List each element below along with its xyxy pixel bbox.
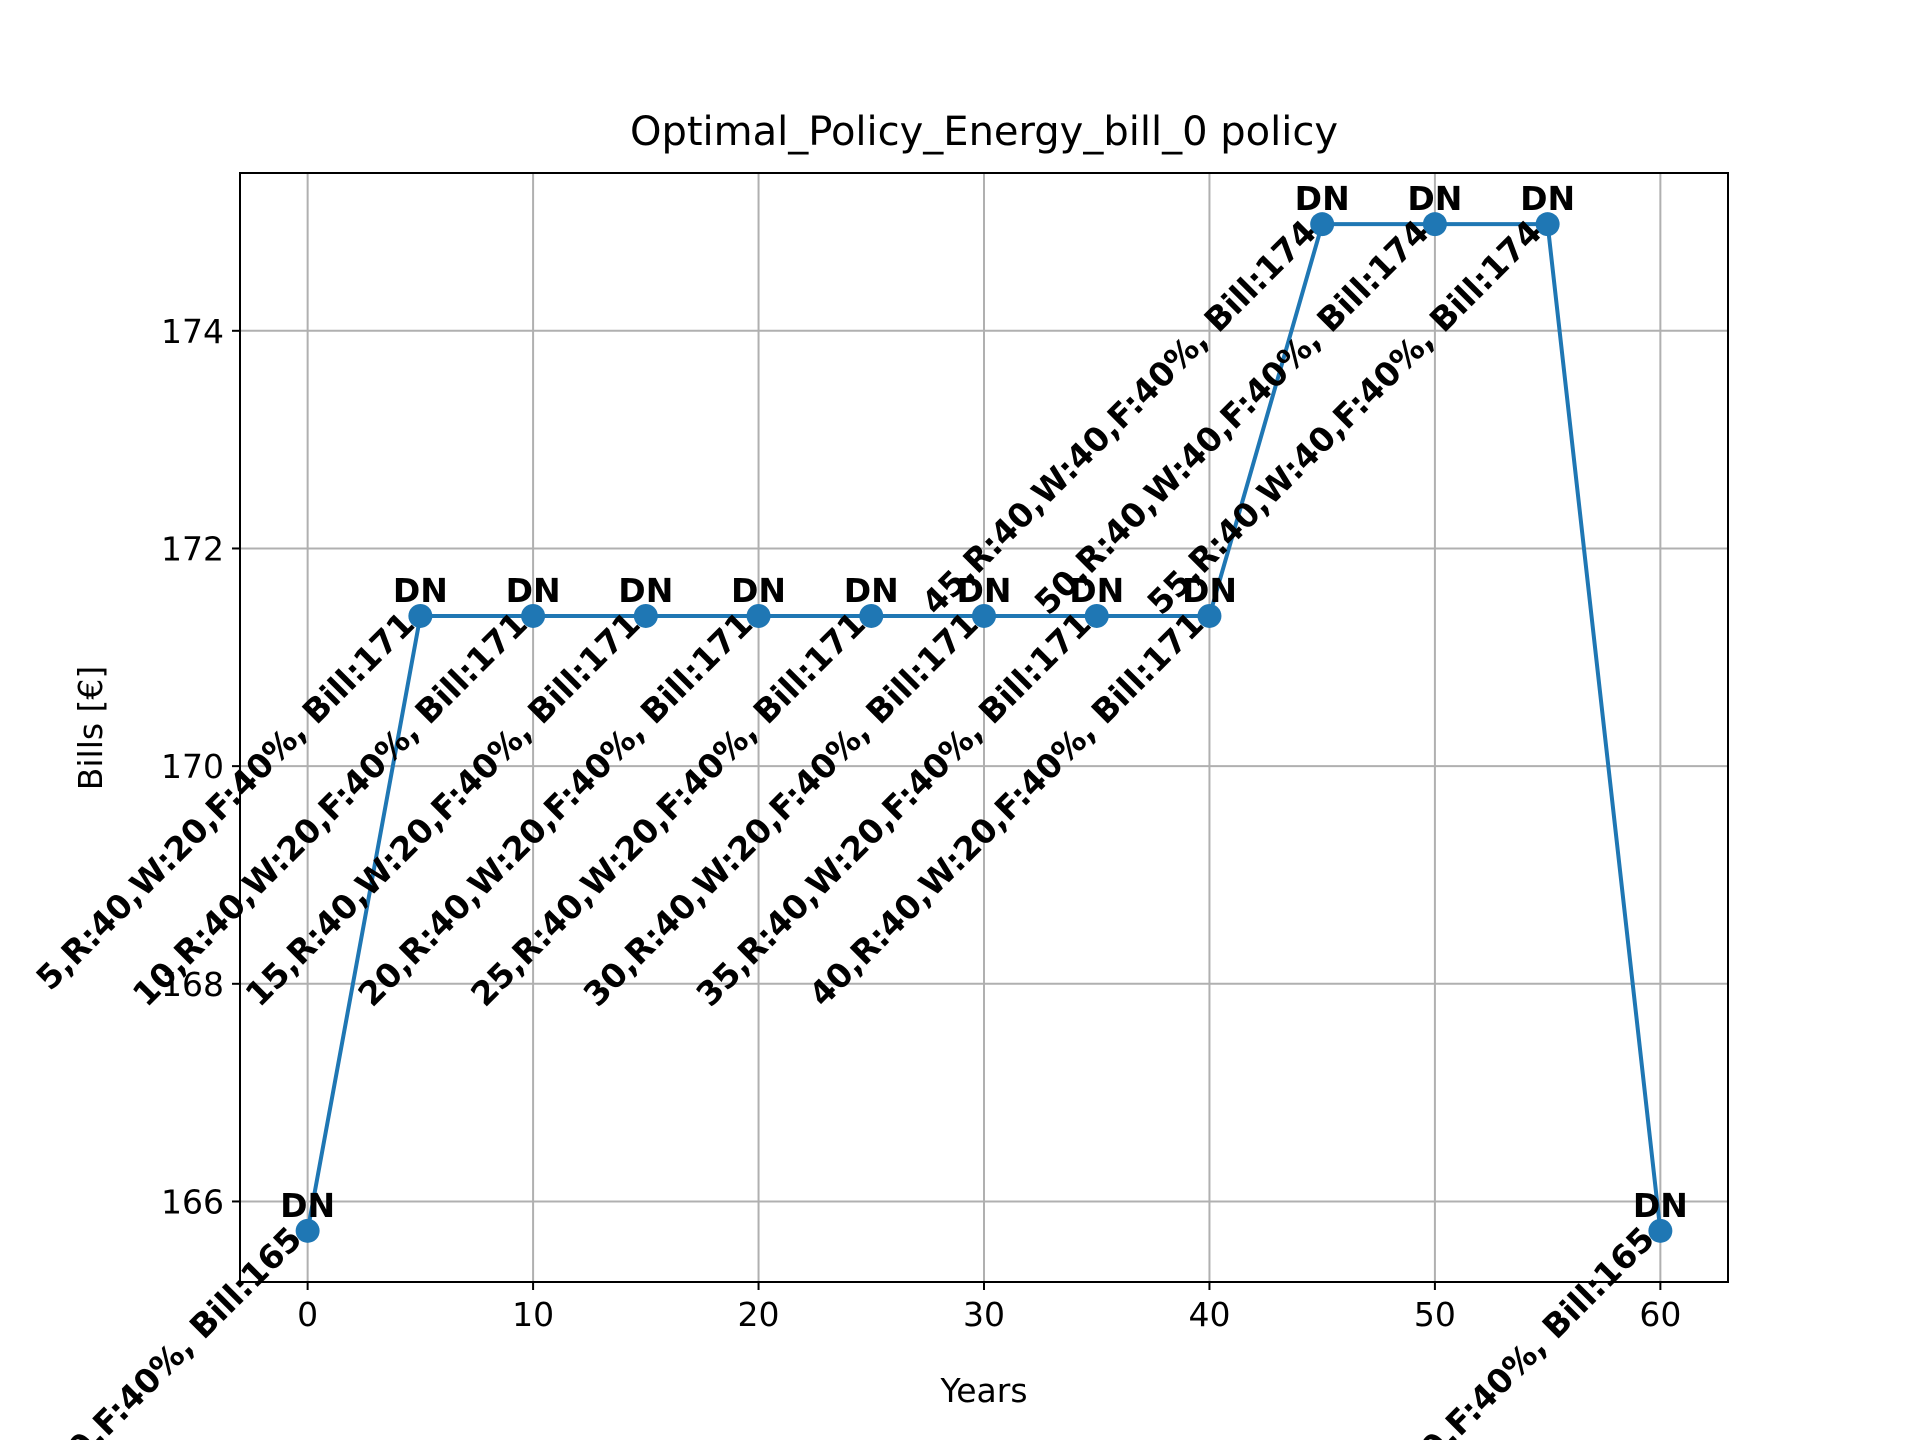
point (295, 1218, 320, 1243)
point (1310, 212, 1335, 237)
point (746, 603, 771, 628)
point-top-label: DN (1182, 571, 1237, 610)
point-top-label: DN (844, 571, 899, 610)
y-axis-label: Bills [€] (71, 666, 110, 791)
x-tick-label: 60 (1639, 1295, 1681, 1334)
point (972, 603, 996, 628)
chart-title: Optimal_Policy_Energy_bill_0 policy (630, 109, 1338, 155)
y-tick-label: 166 (161, 1182, 224, 1221)
point (633, 603, 658, 628)
point-top-label: DN (393, 571, 448, 610)
x-tick-label: 10 (512, 1295, 554, 1334)
point-top-label: DN (1407, 179, 1462, 218)
point (859, 603, 884, 628)
x-tick-label: 50 (1414, 1295, 1456, 1334)
y-tick-label: 174 (161, 312, 224, 351)
point (1197, 603, 1222, 628)
point (1422, 212, 1447, 237)
plot-frame (239, 172, 1729, 1283)
point (521, 603, 546, 628)
point-top-label: DN (956, 571, 1011, 610)
x-tick-label: 30 (963, 1295, 1005, 1334)
x-tick-label: 0 (297, 1295, 318, 1334)
point-top-label: DN (731, 571, 786, 610)
point-top-label: DN (280, 1186, 335, 1225)
point (408, 603, 433, 628)
point-top-label: DN (1295, 179, 1350, 218)
x-tick-label: 20 (738, 1295, 780, 1334)
x-axis-label: Years (939, 1371, 1027, 1410)
point (1084, 603, 1109, 628)
point-top-label: DN (1520, 179, 1575, 218)
y-tick-label: 168 (161, 965, 224, 1004)
point-top-label: DN (618, 571, 673, 610)
x-tick-label: 40 (1188, 1295, 1230, 1334)
point-top-label: DN (1633, 1186, 1688, 1225)
point-top-label: DN (1069, 571, 1124, 610)
point (1535, 212, 1560, 237)
y-tick-label: 172 (161, 529, 224, 568)
point (1648, 1218, 1673, 1243)
y-tick-label: 170 (161, 747, 224, 786)
point-top-label: DN (506, 571, 561, 610)
